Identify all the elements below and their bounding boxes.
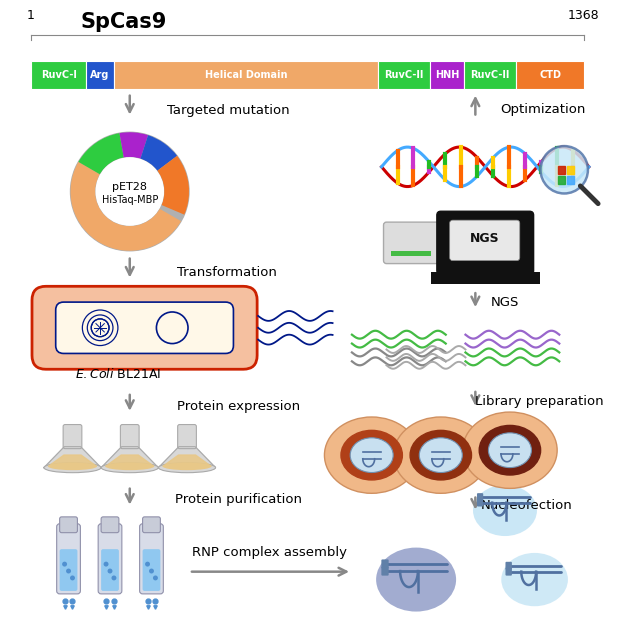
Polygon shape	[159, 446, 216, 467]
Text: Transformation: Transformation	[177, 266, 277, 279]
Text: $\it{E. Coli}$ BL21AI: $\it{E. Coli}$ BL21AI	[75, 367, 161, 381]
FancyBboxPatch shape	[86, 61, 114, 89]
Polygon shape	[558, 166, 565, 174]
Circle shape	[70, 575, 75, 580]
Text: Arg: Arg	[91, 70, 110, 80]
FancyBboxPatch shape	[477, 493, 483, 501]
Circle shape	[62, 562, 67, 567]
FancyBboxPatch shape	[381, 567, 389, 575]
Ellipse shape	[394, 417, 488, 494]
Wedge shape	[141, 135, 177, 170]
Ellipse shape	[463, 412, 557, 489]
Text: Helical Domain: Helical Domain	[205, 70, 287, 80]
Text: pET28: pET28	[112, 182, 148, 192]
Circle shape	[107, 569, 112, 574]
Ellipse shape	[350, 438, 393, 472]
Circle shape	[66, 569, 71, 574]
FancyBboxPatch shape	[63, 425, 82, 449]
Circle shape	[96, 158, 163, 225]
Text: Library preparation: Library preparation	[475, 396, 604, 409]
FancyBboxPatch shape	[31, 61, 86, 89]
FancyBboxPatch shape	[378, 61, 430, 89]
Ellipse shape	[410, 430, 471, 480]
FancyBboxPatch shape	[505, 562, 512, 570]
Ellipse shape	[419, 438, 463, 472]
Circle shape	[149, 569, 154, 574]
Polygon shape	[44, 446, 101, 467]
FancyBboxPatch shape	[464, 61, 516, 89]
FancyBboxPatch shape	[56, 524, 81, 594]
FancyBboxPatch shape	[140, 524, 163, 594]
Wedge shape	[120, 132, 148, 159]
Polygon shape	[105, 455, 154, 466]
Text: Protein purification: Protein purification	[175, 493, 302, 506]
Ellipse shape	[105, 463, 154, 470]
FancyBboxPatch shape	[384, 222, 441, 264]
Text: SpCas9: SpCas9	[81, 12, 167, 32]
Polygon shape	[567, 166, 574, 174]
Text: Nucleofection: Nucleofection	[481, 499, 573, 512]
Text: RuvC-I: RuvC-I	[41, 70, 77, 80]
Bar	[431, 272, 539, 285]
Text: 1368: 1368	[568, 9, 600, 22]
Text: 1: 1	[27, 9, 35, 22]
Circle shape	[541, 146, 588, 193]
Text: HNH: HNH	[435, 70, 459, 80]
Ellipse shape	[341, 430, 402, 480]
Polygon shape	[558, 175, 565, 184]
FancyBboxPatch shape	[505, 568, 512, 575]
Ellipse shape	[502, 553, 568, 606]
FancyBboxPatch shape	[101, 549, 119, 591]
Ellipse shape	[159, 463, 216, 472]
FancyBboxPatch shape	[143, 517, 161, 533]
Ellipse shape	[324, 417, 419, 494]
Circle shape	[104, 562, 108, 567]
Text: RNP complex assembly: RNP complex assembly	[192, 546, 347, 559]
Ellipse shape	[101, 463, 158, 472]
FancyBboxPatch shape	[60, 549, 78, 591]
FancyBboxPatch shape	[381, 559, 389, 569]
Text: Targeted mutation: Targeted mutation	[167, 104, 290, 117]
FancyBboxPatch shape	[98, 524, 122, 594]
Text: RuvC-II: RuvC-II	[384, 70, 424, 80]
Bar	[391, 250, 431, 255]
FancyBboxPatch shape	[516, 61, 584, 89]
Circle shape	[112, 575, 117, 580]
Text: NGS: NGS	[469, 232, 499, 246]
FancyBboxPatch shape	[430, 61, 464, 89]
Text: HisTaq-MBP: HisTaq-MBP	[102, 195, 158, 205]
Polygon shape	[163, 455, 211, 466]
Text: Protein expression: Protein expression	[177, 401, 300, 414]
Ellipse shape	[44, 463, 101, 472]
Polygon shape	[101, 446, 158, 467]
Wedge shape	[71, 162, 181, 250]
FancyBboxPatch shape	[120, 425, 139, 449]
FancyBboxPatch shape	[477, 499, 483, 507]
Polygon shape	[48, 455, 97, 466]
Wedge shape	[157, 156, 189, 215]
Text: CTD: CTD	[539, 70, 561, 80]
Text: Optimization: Optimization	[500, 103, 585, 116]
FancyBboxPatch shape	[101, 517, 119, 533]
FancyBboxPatch shape	[60, 517, 78, 533]
Ellipse shape	[48, 463, 97, 470]
FancyBboxPatch shape	[437, 211, 534, 275]
FancyBboxPatch shape	[32, 286, 257, 370]
Circle shape	[153, 575, 158, 580]
Circle shape	[145, 562, 150, 567]
Polygon shape	[567, 175, 574, 184]
FancyBboxPatch shape	[143, 549, 161, 591]
Ellipse shape	[163, 463, 211, 470]
FancyBboxPatch shape	[56, 302, 234, 353]
FancyBboxPatch shape	[178, 425, 197, 449]
Wedge shape	[79, 133, 124, 174]
FancyBboxPatch shape	[450, 220, 520, 260]
Text: NGS: NGS	[491, 296, 519, 309]
Ellipse shape	[473, 485, 537, 536]
FancyBboxPatch shape	[114, 61, 378, 89]
Ellipse shape	[376, 547, 456, 611]
Text: RuvC-II: RuvC-II	[471, 70, 510, 80]
Ellipse shape	[479, 425, 541, 475]
Ellipse shape	[489, 433, 531, 467]
